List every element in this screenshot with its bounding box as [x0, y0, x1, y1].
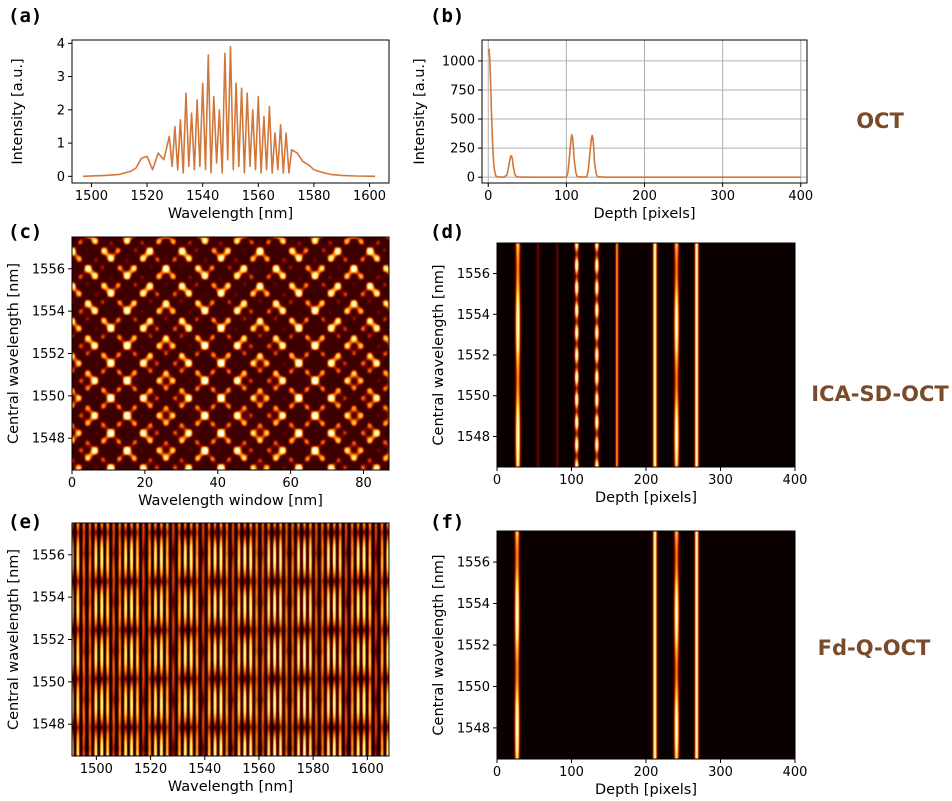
panel-c: 0 20 40 60 80 1548 1550 1552 1554 1556 Wavelength … [6, 221, 390, 509]
y-tick-label: 500 [450, 113, 475, 128]
x-tick-label: 300 [708, 765, 733, 780]
x-tick-label: 1500 [80, 762, 113, 777]
method-label-fd-q-oct: Fd-Q-OCT [818, 636, 931, 660]
x-tick-label: 1600 [351, 762, 384, 777]
y-tick-label: 1554 [457, 308, 490, 323]
y-tick-label: 1552 [32, 633, 65, 648]
x-tick-label: 300 [710, 189, 735, 204]
y-axis-label: Intensity [a.u.] [412, 58, 428, 164]
y-tick-label: 1552 [32, 347, 65, 362]
y-tick-label: 1554 [457, 597, 490, 612]
x-tick-label: 1540 [186, 189, 219, 204]
y-tick-label: 1 [57, 137, 65, 152]
y-tick-label: 1556 [32, 548, 65, 563]
x-tick-label: 1520 [134, 762, 167, 777]
y-tick-label: 1000 [442, 54, 475, 69]
panel-label-e: (e) [8, 511, 42, 533]
x-tick-label: 40 [209, 476, 226, 491]
x-tick-label: 20 [137, 476, 154, 491]
panel-label-c: (c) [8, 221, 42, 243]
series-line-b [487, 48, 801, 178]
y-tick-label: 1556 [457, 267, 490, 282]
y-tick-label: 2 [57, 103, 65, 118]
y-axis-label: Central wavelength [nm] [6, 549, 22, 730]
x-tick-label: 400 [783, 473, 808, 488]
x-tick-label: 100 [559, 473, 584, 488]
x-tick-label: 1500 [75, 189, 108, 204]
y-tick-label: 1550 [457, 389, 490, 404]
x-tick-label: 1540 [188, 762, 221, 777]
x-axis-label: Wavelength [nm] [168, 206, 293, 222]
x-axis-label: Wavelength window [nm] [138, 493, 323, 509]
y-tick-label: 250 [450, 142, 475, 157]
y-axis-label: Central wavelength [nm] [431, 554, 447, 735]
heatmap-e [72, 523, 389, 756]
y-tick-label: 1550 [457, 680, 490, 695]
panel-label-d: (d) [430, 221, 464, 243]
y-tick-label: 1550 [32, 675, 65, 690]
x-tick-label: 0 [493, 765, 501, 780]
x-axis-label: Wavelength [nm] [168, 779, 293, 795]
panel-label-a: (a) [8, 5, 42, 27]
x-tick-label: 100 [559, 765, 584, 780]
panel-label-f: (f) [430, 511, 464, 533]
heatmap-d [497, 243, 795, 467]
y-tick-label: 0 [467, 171, 475, 186]
y-tick-label: 1548 [457, 721, 490, 736]
x-tick-label: 200 [632, 189, 657, 204]
panel-b: 0 100 200 300 400 0 250 500 750 1000 Depth [pixels… [412, 5, 813, 222]
panel-e: 1500 1520 1540 1560 1580 1600 1548 1550 1552 1554… [6, 511, 390, 795]
y-tick-label: 1548 [457, 430, 490, 445]
x-tick-label: 400 [783, 765, 808, 780]
x-tick-label: 200 [634, 473, 659, 488]
axes-frame-a [71, 39, 390, 184]
y-axis-label: Central wavelength [nm] [431, 264, 447, 445]
series-line-a [83, 45, 376, 178]
x-tick-label: 300 [708, 473, 733, 488]
x-axis-label: Depth [pixels] [595, 782, 697, 798]
x-tick-label: 1600 [353, 189, 386, 204]
x-axis-label: Depth [pixels] [594, 206, 696, 222]
x-tick-label: 100 [554, 189, 579, 204]
y-tick-label: 3 [57, 70, 65, 85]
x-tick-label: 1560 [242, 762, 275, 777]
method-label-ica-sd-oct: ICA-SD-OCT [811, 382, 949, 406]
y-tick-label: 1554 [32, 591, 65, 606]
x-tick-label: 1580 [297, 189, 330, 204]
y-tick-label: 1552 [457, 349, 490, 364]
panel-d: 0 100 200 300 400 1548 1550 1552 1554 1556 Depth [… [430, 221, 807, 506]
panel-a: 1500 1520 1540 1560 1580 1600 0 1 2 3 4 Wavelength … [8, 5, 390, 222]
x-tick-label: 60 [282, 476, 299, 491]
y-tick-label: 0 [57, 170, 65, 185]
heatmap-f [497, 531, 795, 759]
method-label-oct: OCT [856, 109, 904, 133]
x-axis-label: Depth [pixels] [595, 490, 697, 506]
y-tick-label: 1556 [32, 262, 65, 277]
y-tick-label: 1548 [32, 718, 65, 733]
x-tick-label: 1560 [242, 189, 275, 204]
y-axis-label: Central wavelength [nm] [6, 263, 22, 444]
y-tick-label: 1552 [457, 639, 490, 654]
x-tick-label: 0 [484, 189, 492, 204]
panel-f: 0 100 200 300 400 1548 1550 1552 1554 1556 Depth [… [430, 511, 807, 798]
y-tick-label: 1554 [32, 305, 65, 320]
x-tick-label: 1520 [131, 189, 164, 204]
x-tick-label: 0 [68, 476, 76, 491]
x-tick-label: 1580 [297, 762, 330, 777]
y-axis-label: Intensity [a.u.] [10, 58, 26, 164]
x-tick-label: 400 [788, 189, 813, 204]
x-tick-label: 0 [493, 473, 501, 488]
x-tick-label: 200 [634, 765, 659, 780]
heatmap-c [72, 237, 389, 470]
y-tick-label: 1556 [457, 556, 490, 571]
x-tick-label: 80 [355, 476, 372, 491]
y-tick-label: 1550 [32, 389, 65, 404]
y-tick-label: 4 [57, 37, 65, 52]
y-tick-label: 750 [450, 83, 475, 98]
panel-label-b: (b) [430, 5, 464, 27]
y-tick-label: 1548 [32, 432, 65, 447]
